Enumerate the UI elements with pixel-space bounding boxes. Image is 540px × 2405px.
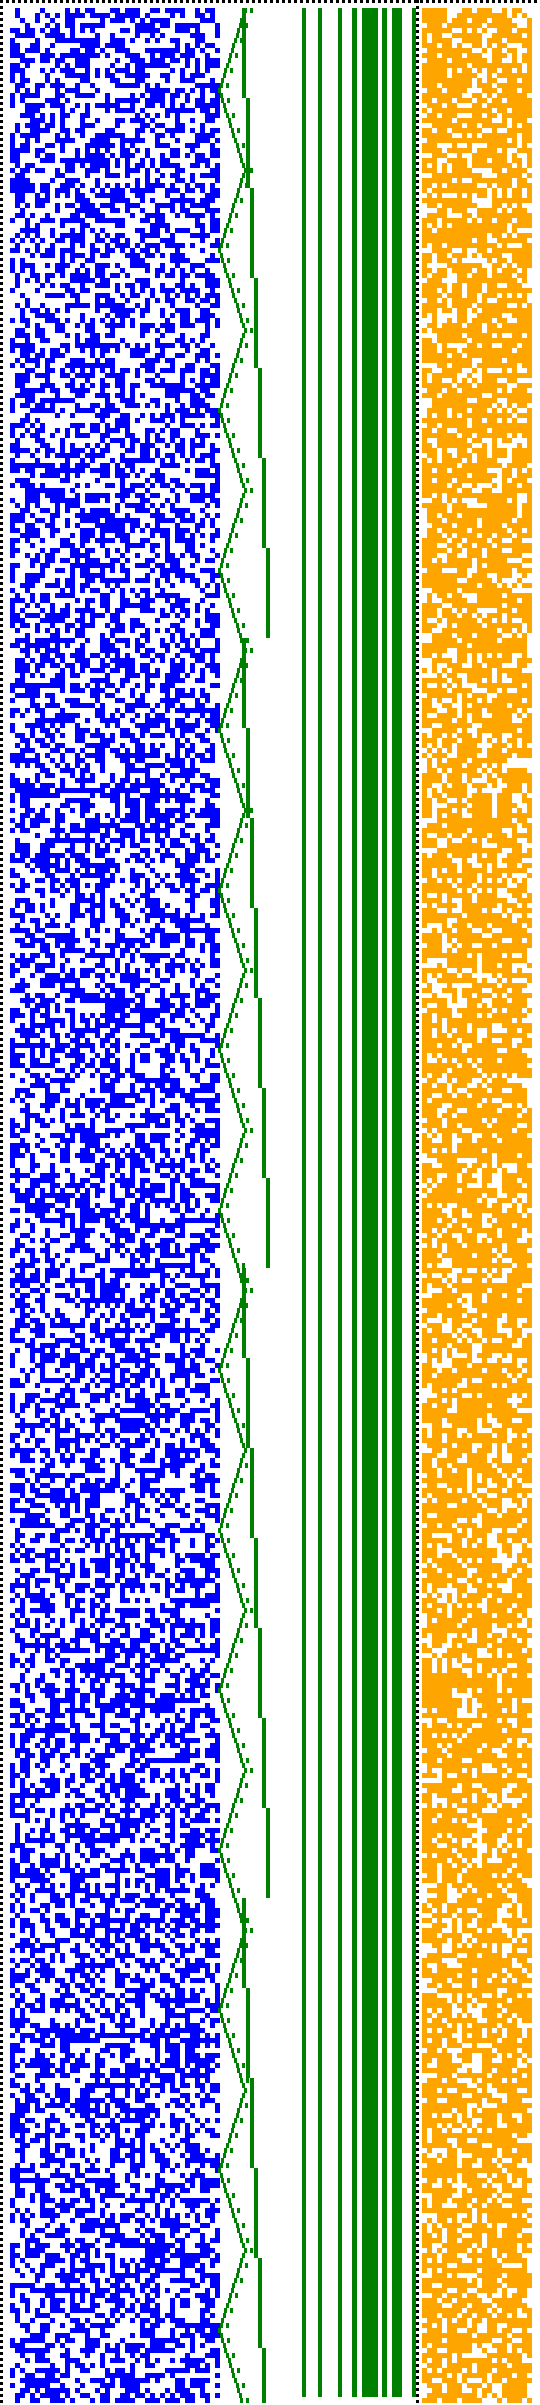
blue-noise-cells: [10, 8, 220, 2403]
green-staircase-region: [218, 8, 270, 2403]
green-staircase-cells: [218, 8, 270, 2403]
green-vertical-lines-region: [302, 8, 416, 2397]
blue-noise-region: [10, 8, 220, 2403]
orange-noise-region: [422, 8, 532, 2403]
orange-noise-cells: [422, 8, 532, 2403]
green-vertical-lines: [302, 8, 416, 2397]
